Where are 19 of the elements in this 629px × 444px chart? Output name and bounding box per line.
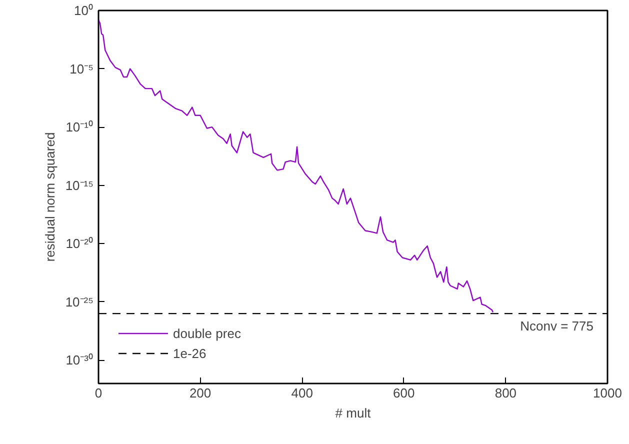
legend-label: double prec	[173, 326, 241, 340]
legend-label: 1e-26	[173, 346, 206, 360]
y-tick-label: 10⁻¹⁵	[65, 178, 94, 193]
x-tick-label: 0	[94, 386, 102, 400]
x-axis-title: # mult	[335, 406, 372, 420]
line-series	[98, 19, 494, 313]
x-tick-label: 200	[189, 386, 212, 400]
y-tick-label: 10⁻³⁰	[66, 352, 94, 368]
y-tick-label: 10⁰	[74, 3, 94, 18]
x-tick-label: 800	[494, 386, 517, 400]
y-tick-label: 10⁻⁵	[70, 61, 94, 76]
y-tick-label: 10⁻¹⁰	[66, 120, 94, 135]
y-tick-label: 10⁻²⁰	[66, 236, 94, 252]
x-tick-label: 1000	[593, 386, 622, 400]
x-tick-label: 600	[393, 386, 415, 400]
annotation: Nconv = 775	[520, 318, 594, 334]
y-axis-title: residual norm squared	[42, 132, 58, 262]
y-tick-label: 10⁻²⁵	[65, 294, 94, 310]
x-tick-label: 400	[291, 386, 313, 400]
